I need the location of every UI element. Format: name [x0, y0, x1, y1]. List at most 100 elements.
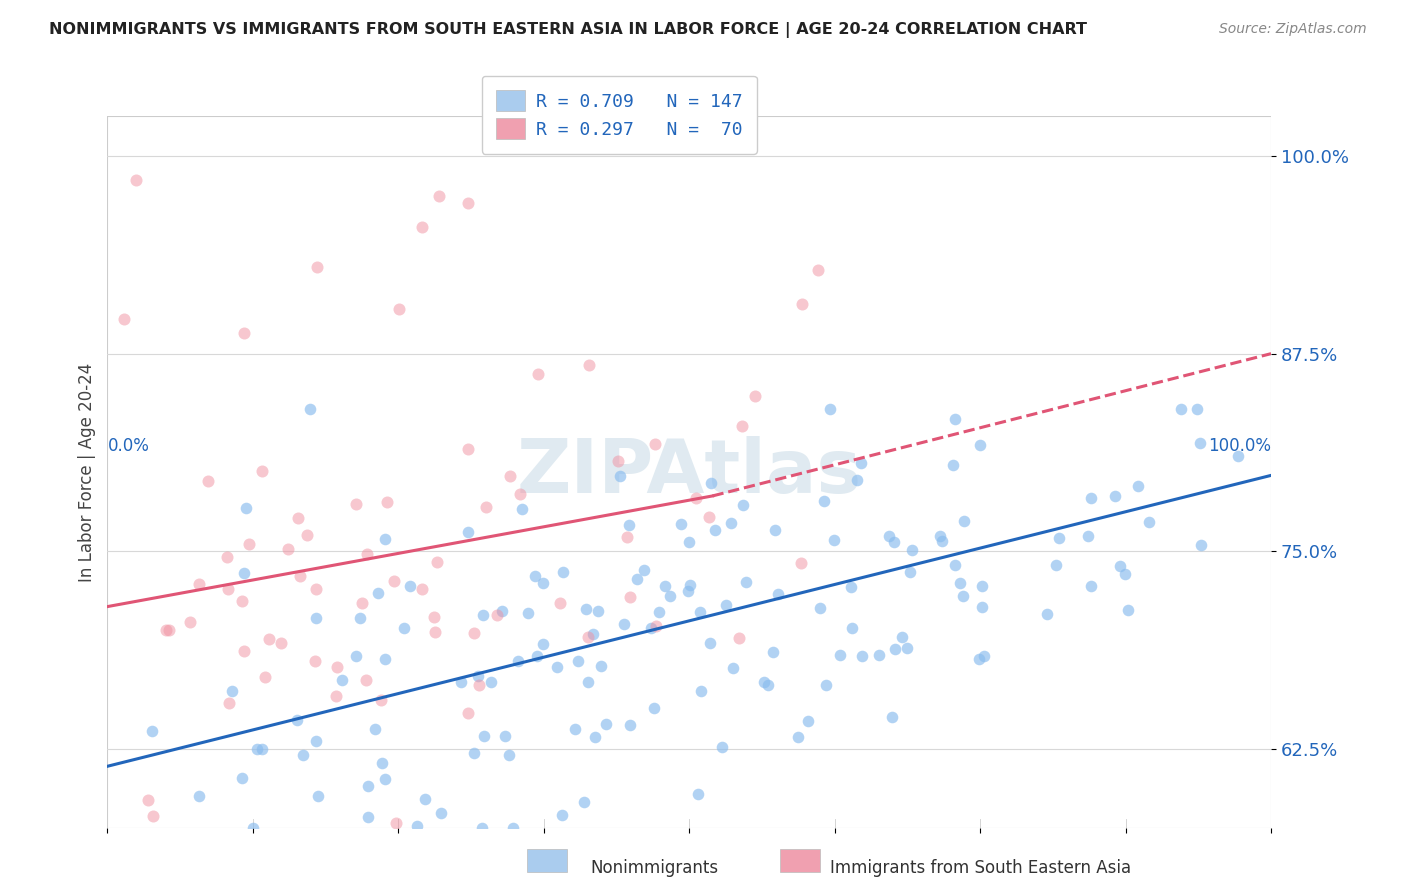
- Point: [506, 654, 529, 668]
- Point: [678, 535, 700, 549]
- Point: [931, 533, 953, 548]
- Point: [884, 642, 907, 657]
- Point: [1104, 489, 1126, 503]
- Point: [232, 566, 254, 581]
- Point: [929, 529, 952, 543]
- Point: [644, 437, 666, 451]
- Point: [807, 263, 830, 277]
- Point: [658, 589, 681, 603]
- Point: [756, 678, 779, 692]
- Point: [354, 673, 377, 687]
- Point: [841, 580, 863, 594]
- Point: [613, 616, 636, 631]
- Point: [676, 584, 699, 599]
- Point: [576, 674, 599, 689]
- Point: [388, 301, 411, 316]
- Point: [787, 730, 810, 744]
- Point: [1116, 603, 1139, 617]
- Point: [524, 568, 547, 582]
- Point: [457, 196, 479, 211]
- Point: [142, 809, 165, 823]
- Point: [686, 787, 709, 801]
- Point: [512, 501, 534, 516]
- Point: [246, 742, 269, 756]
- Point: [357, 779, 380, 793]
- Point: [1126, 478, 1149, 492]
- Point: [187, 789, 209, 803]
- Point: [969, 438, 991, 452]
- Point: [896, 641, 918, 656]
- Point: [375, 495, 398, 509]
- Point: [716, 599, 738, 613]
- Point: [699, 635, 721, 649]
- Point: [526, 649, 548, 664]
- Point: [531, 637, 554, 651]
- Point: [689, 684, 711, 698]
- Point: [1189, 538, 1212, 552]
- Point: [429, 806, 451, 821]
- Point: [1137, 516, 1160, 530]
- Point: [179, 615, 201, 629]
- Point: [790, 297, 813, 311]
- Point: [344, 648, 367, 663]
- Point: [486, 608, 509, 623]
- Point: [762, 645, 785, 659]
- Point: [235, 501, 257, 516]
- Point: [721, 661, 744, 675]
- Point: [305, 610, 328, 624]
- Point: [567, 654, 589, 668]
- Point: [463, 746, 485, 760]
- Text: 100.0%: 100.0%: [1208, 437, 1271, 455]
- Point: [218, 697, 240, 711]
- Point: [943, 412, 966, 426]
- Point: [305, 260, 328, 274]
- Point: [575, 602, 598, 616]
- Point: [967, 651, 990, 665]
- Point: [498, 748, 520, 763]
- Point: [292, 747, 315, 762]
- Point: [645, 619, 668, 633]
- Point: [582, 627, 605, 641]
- Point: [970, 579, 993, 593]
- Point: [882, 709, 904, 723]
- Point: [233, 644, 256, 658]
- Point: [633, 563, 655, 577]
- Point: [898, 566, 921, 580]
- Point: [883, 535, 905, 549]
- Legend: R = 0.709   N = 147, R = 0.297   N =  70: R = 0.709 N = 147, R = 0.297 N = 70: [482, 76, 756, 153]
- Point: [734, 575, 756, 590]
- Point: [868, 648, 890, 662]
- Point: [616, 530, 638, 544]
- Point: [703, 523, 725, 537]
- Point: [891, 631, 914, 645]
- Point: [744, 389, 766, 403]
- Point: [356, 547, 378, 561]
- Point: [499, 469, 522, 483]
- Point: [406, 819, 429, 833]
- Point: [344, 497, 367, 511]
- Point: [285, 713, 308, 727]
- Point: [259, 632, 281, 647]
- Point: [349, 611, 371, 625]
- Point: [423, 610, 446, 624]
- Text: 0.0%: 0.0%: [107, 437, 149, 455]
- Point: [877, 529, 900, 543]
- Point: [382, 574, 405, 588]
- Point: [253, 670, 276, 684]
- Point: [727, 631, 749, 645]
- Point: [326, 660, 349, 674]
- Point: [277, 541, 299, 556]
- Point: [479, 675, 502, 690]
- Point: [815, 678, 838, 692]
- Point: [754, 675, 776, 690]
- Point: [425, 624, 447, 639]
- Point: [394, 621, 416, 635]
- Point: [457, 442, 479, 457]
- Point: [114, 311, 136, 326]
- Point: [813, 493, 835, 508]
- Point: [1188, 436, 1211, 450]
- Point: [1077, 529, 1099, 543]
- Point: [427, 188, 450, 202]
- Point: [607, 454, 630, 468]
- Point: [233, 326, 256, 340]
